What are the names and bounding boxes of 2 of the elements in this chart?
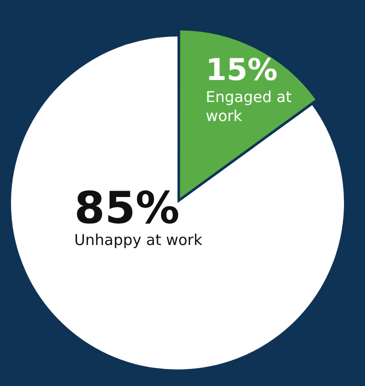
data-label: 15% [206,52,278,88]
slice-label: Engaged at work [206,88,292,125]
